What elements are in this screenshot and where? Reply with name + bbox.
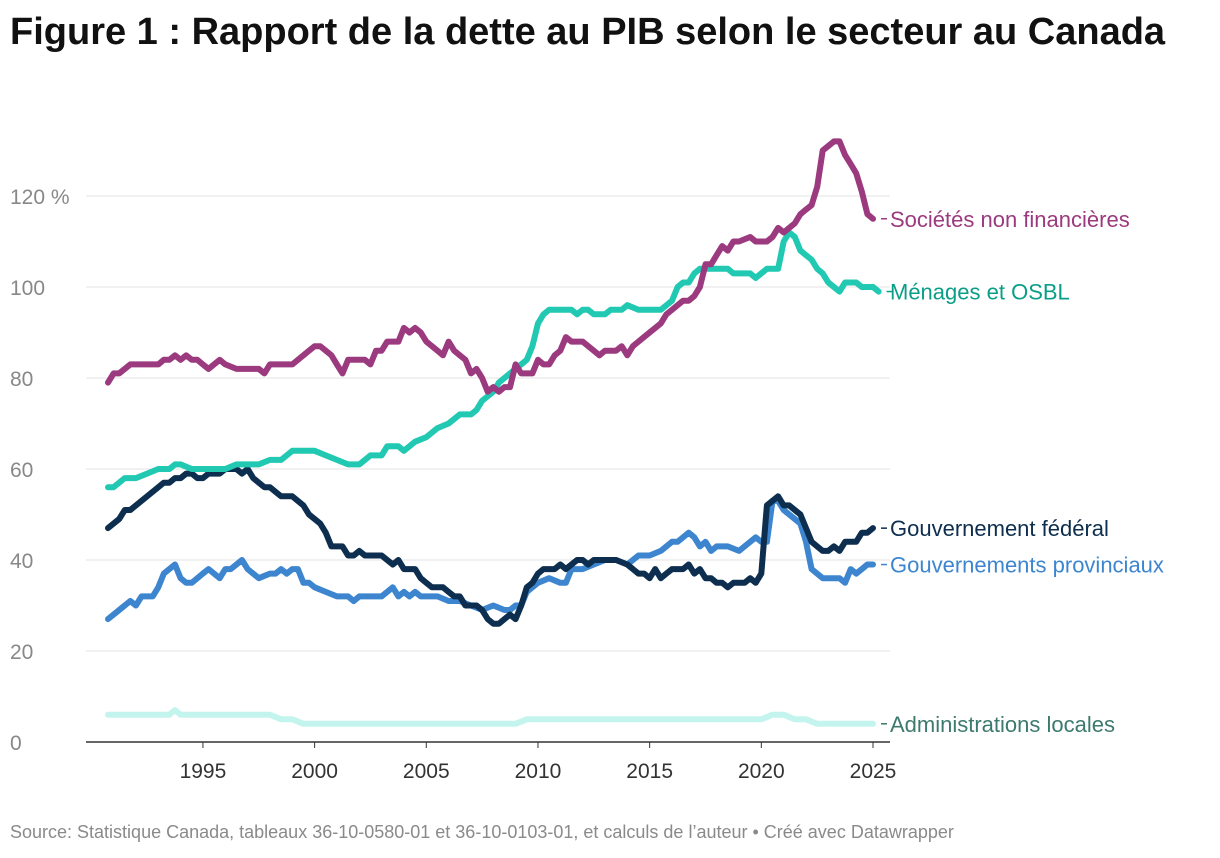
- x-tick-label: 1995: [180, 760, 227, 783]
- series-label-societes-non-financieres: Sociétés non financières: [890, 207, 1130, 232]
- series-labels: Administrations locales Gouvernements pro…: [881, 207, 1164, 737]
- series-label-gouvernements-provinciaux: Gouvernements provinciaux: [890, 553, 1164, 578]
- series-lines: [105, 138, 882, 727]
- series-label-gouvernement-federal: Gouvernement fédéral: [890, 516, 1109, 541]
- y-tick-label: 60: [10, 459, 33, 482]
- chart-title: Figure 1 : Rapport de la dette au PIB se…: [10, 11, 1166, 53]
- y-axis-ticks: 0 20 40 60 80 100 120 %: [10, 186, 70, 755]
- y-tick-label: 40: [10, 550, 33, 573]
- chart-source: Source: Statistique Canada, tableaux 36-…: [10, 822, 954, 842]
- series-line-administrations-locales: [105, 707, 876, 727]
- x-tick-label: 2000: [291, 760, 338, 783]
- x-tick-label: 2015: [626, 760, 673, 783]
- series-line-societes-non-financieres: [105, 138, 876, 395]
- x-axis-ticks: 1995 2000 2005 2010 2015 2020 2025: [180, 742, 897, 783]
- y-tick-label: 20: [10, 641, 33, 664]
- y-tick-label: 120 %: [10, 186, 70, 209]
- y-tick-label: 100: [10, 277, 45, 300]
- y-tick-label: 80: [10, 368, 33, 391]
- series-label-menages-et-osbl: Ménages et OSBL: [890, 280, 1070, 305]
- series-line-gouvernement-federal: [105, 466, 876, 627]
- series-label-administrations-locales: Administrations locales: [890, 712, 1115, 737]
- x-tick-label: 2025: [850, 760, 897, 783]
- y-tick-label: 0: [10, 732, 22, 755]
- x-tick-label: 2020: [738, 760, 785, 783]
- series-line-menages-et-osbl: [105, 229, 882, 491]
- x-tick-label: 2005: [403, 760, 450, 783]
- x-tick-label: 2010: [515, 760, 562, 783]
